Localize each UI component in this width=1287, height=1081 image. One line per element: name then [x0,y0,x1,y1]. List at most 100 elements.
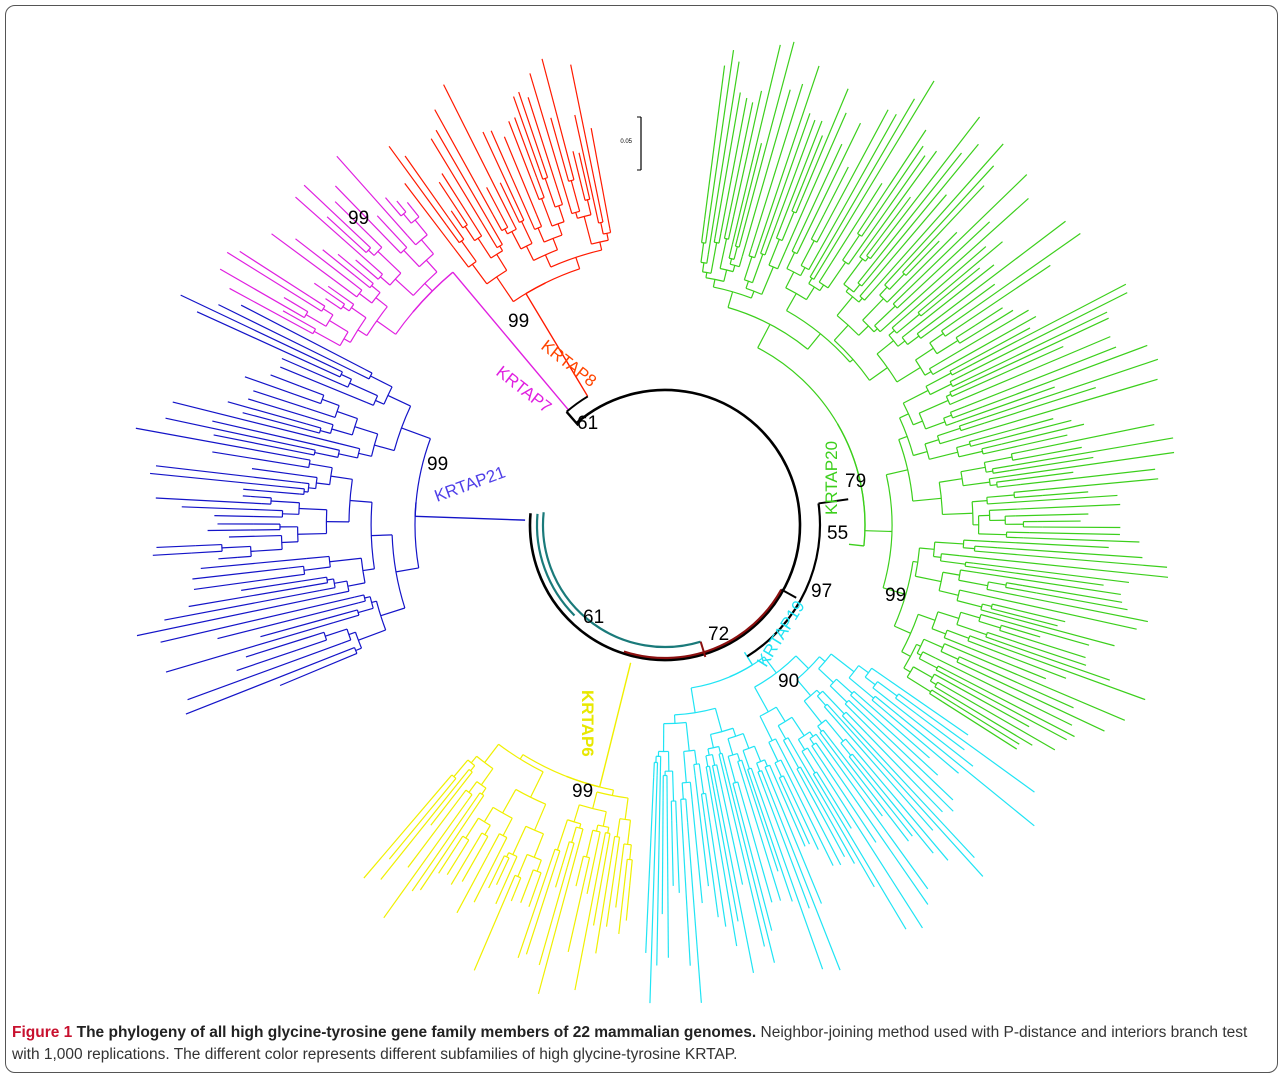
leaf-branch [924,283,996,336]
leaf-branch [495,864,514,905]
branch-arc [583,855,590,859]
branch [946,421,957,427]
branch-arc [936,435,941,444]
branch [785,271,795,289]
branch [882,587,907,595]
branch [711,754,716,766]
branch-arc [410,216,420,224]
leaf-branch [160,596,355,643]
branch [512,826,527,855]
branch [827,261,847,289]
branch-arc [983,462,987,473]
branch [816,228,825,243]
branch [777,725,787,740]
branch [959,328,983,344]
leaf-branch [1016,471,1074,481]
branch [938,590,959,596]
branch-arc [377,273,383,280]
branch [737,781,746,809]
leaf-branch [819,113,897,251]
branch [629,859,633,886]
leaf-branch [282,310,291,316]
leaf-branch [253,390,307,409]
leaf-branch [955,327,1031,369]
branch [989,508,1021,511]
branch [879,286,888,296]
branch [304,415,334,426]
branch [727,216,735,240]
branch [934,541,964,545]
branch-arc [598,221,604,224]
leaf-branch [974,307,1003,326]
bootstrap-value: 99 [508,311,529,332]
leaf-branch [961,683,1067,741]
branch [331,366,343,373]
leaf-branch [574,841,605,991]
branch [876,340,894,355]
leaf-branch [732,90,763,217]
branch [845,287,850,292]
branch [602,811,607,827]
branch-arc [700,261,707,264]
branch [357,607,374,614]
leaf-branch [801,135,824,187]
leaf-branch [765,113,811,240]
branch [618,837,621,844]
branch [600,222,604,235]
leaf-branch [694,775,710,887]
leaf-branch [517,864,551,959]
leaf-branch [864,145,924,232]
branch [718,746,722,754]
leaf-branch [994,569,1104,586]
branch [848,756,859,769]
leaf-branch [1000,419,1072,440]
leaf-branch [283,296,292,303]
branch [1001,624,1017,631]
branch [711,765,718,789]
branch [836,678,853,694]
branch [579,823,582,829]
branch [475,832,483,843]
branch-arc [504,855,510,859]
branch [916,652,922,656]
leaf-branch [572,151,579,173]
branch [517,854,528,877]
leaf-branch [950,264,1051,334]
branch [857,260,877,284]
branch [361,264,379,280]
branch [456,209,468,226]
branch [366,401,374,406]
leaf-branch [735,794,773,931]
branch-arc [307,483,310,493]
leaf-branch [434,109,494,215]
leaf-branch [960,311,1108,384]
branch [305,423,322,429]
branch [813,259,827,280]
branch [899,413,909,419]
branch [845,711,868,735]
bootstrap-value: 79 [845,471,866,492]
branch [750,291,755,299]
branch [800,240,815,266]
branch [447,217,465,240]
leaf-branch [867,710,939,776]
branch-arc [724,237,729,240]
branch [499,245,504,252]
branch-arc [542,177,548,180]
branch [825,719,844,742]
branch-arc [811,238,818,243]
branch [816,771,833,798]
branch [387,394,411,407]
branch-arc [836,423,866,546]
branch [379,276,391,286]
leaf-branch [446,856,459,876]
branch [575,212,578,219]
branch-arc [479,792,485,796]
leaf-branch [865,150,937,250]
branch [989,475,1007,480]
branch [303,566,331,571]
branch [986,470,993,473]
leaf-branch [720,97,748,234]
leaf-branch [438,181,458,210]
branch [313,330,341,347]
